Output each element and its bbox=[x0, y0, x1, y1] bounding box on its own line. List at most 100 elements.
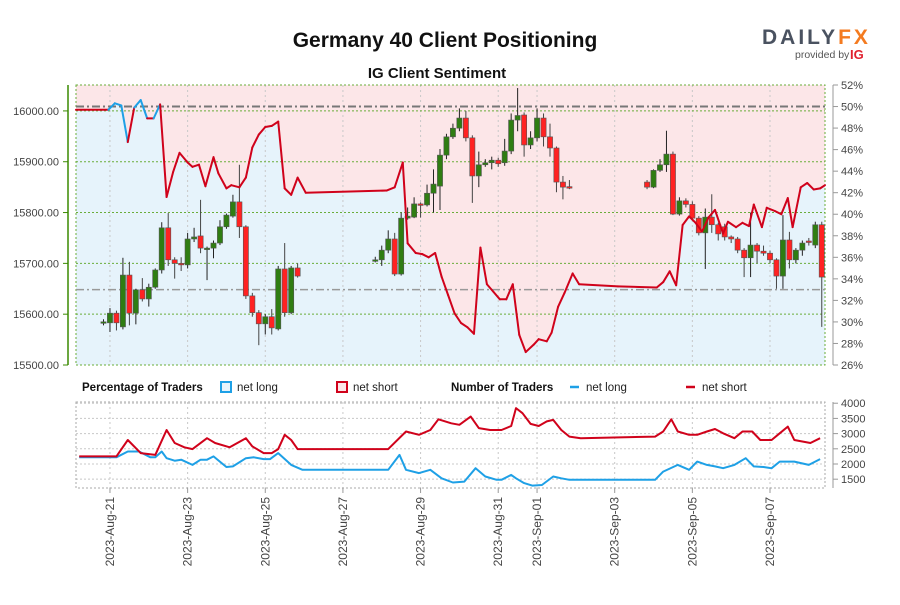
legend-pct-short-label: net short bbox=[353, 382, 399, 394]
bullish-candle bbox=[204, 246, 210, 281]
net-long-pct-segment bbox=[713, 208, 725, 235]
net-long-pct-segment bbox=[578, 283, 619, 288]
candle-body bbox=[424, 192, 430, 206]
net-long-pct-segment bbox=[550, 305, 560, 334]
candle-body bbox=[566, 186, 573, 189]
net-long-pct-segment bbox=[238, 176, 247, 189]
bullish-candle bbox=[372, 256, 379, 263]
legend-num-short-label: net short bbox=[702, 382, 748, 394]
bullish-candle bbox=[443, 133, 450, 160]
x-tick-label: 2023-Aug-31 bbox=[491, 497, 505, 567]
candle-body bbox=[676, 200, 683, 215]
bearish-candle bbox=[197, 199, 204, 254]
candle-body bbox=[462, 117, 469, 139]
candle-body bbox=[223, 214, 230, 228]
net-long-pct-segment bbox=[434, 252, 443, 278]
bearish-candle bbox=[773, 258, 780, 289]
bearish-candle bbox=[818, 221, 825, 327]
candle-body bbox=[165, 227, 172, 261]
net-long-pct-segment bbox=[401, 161, 409, 245]
bullish-candle bbox=[100, 319, 107, 326]
candle-body bbox=[767, 252, 773, 261]
net-long-pct-segment bbox=[681, 215, 691, 226]
net-long-pct-segment bbox=[655, 281, 665, 289]
bullish-candle bbox=[120, 257, 126, 330]
candle-body bbox=[178, 263, 185, 266]
bearish-candle bbox=[417, 202, 424, 218]
price-tick-label: 15900.00 bbox=[13, 157, 59, 169]
candle-body bbox=[773, 259, 780, 277]
bullish-candle bbox=[799, 240, 806, 256]
x-tick-label: 2023-Sep-01 bbox=[530, 497, 544, 567]
bearish-candle bbox=[469, 135, 476, 203]
net-long-pct-segment bbox=[212, 156, 220, 175]
bullish-candle bbox=[508, 113, 515, 155]
bearish-candle bbox=[553, 146, 560, 193]
candle-body bbox=[501, 150, 508, 164]
candle-body bbox=[754, 244, 760, 252]
candle-body bbox=[372, 259, 379, 262]
bearish-candle bbox=[178, 257, 185, 271]
net-long-pct-segment bbox=[773, 210, 783, 216]
candle-body bbox=[514, 115, 521, 121]
candle-body bbox=[495, 159, 502, 165]
net-long-area bbox=[76, 100, 825, 365]
net-long-pct-segment bbox=[479, 246, 488, 286]
candle-body bbox=[391, 238, 398, 275]
net-long-pct-segment bbox=[393, 161, 404, 189]
bullish-candle bbox=[650, 169, 657, 189]
candle-body bbox=[780, 239, 786, 277]
bullish-candle bbox=[411, 197, 418, 219]
candle-body bbox=[145, 286, 152, 300]
net-long-pct-segment bbox=[460, 322, 469, 329]
bearish-candle bbox=[760, 245, 767, 256]
candle-body bbox=[132, 289, 139, 314]
net-long-pct-segment bbox=[760, 206, 768, 229]
net-long-pct-segment bbox=[537, 338, 548, 343]
bearish-candle bbox=[268, 309, 275, 335]
x-axis: 2023-Aug-21 2023-Aug-23 2023-Aug-25 2023-Au… bbox=[103, 488, 777, 566]
net-long-pct-segment bbox=[427, 252, 437, 259]
bullish-candle bbox=[780, 215, 786, 289]
x-tick-label: 2023-Aug-29 bbox=[414, 497, 428, 567]
bullish-candle bbox=[107, 308, 113, 332]
candle-body bbox=[417, 203, 424, 206]
net-long-pct-segment bbox=[485, 283, 495, 293]
candle-body bbox=[657, 164, 663, 171]
bullish-candle bbox=[475, 151, 482, 188]
net-long-pct-segment bbox=[191, 163, 200, 168]
candle-body bbox=[792, 249, 799, 261]
dailyfx-logo: DAILYFX provided by IG bbox=[762, 26, 868, 62]
net-long-pct-segment bbox=[264, 124, 273, 128]
candle-body bbox=[217, 226, 223, 244]
x-tick-label: 2023-Sep-03 bbox=[608, 497, 622, 567]
bearish-candle bbox=[171, 257, 178, 279]
bullish-candle bbox=[657, 159, 663, 172]
net-long-pct-segment bbox=[251, 133, 260, 149]
bullish-candle bbox=[378, 245, 385, 266]
candle-body bbox=[126, 274, 133, 314]
bearish-candle bbox=[281, 243, 288, 317]
candle-body bbox=[482, 162, 489, 166]
candle-body bbox=[799, 242, 806, 251]
percent-tick-label: 30% bbox=[841, 317, 863, 329]
net-long-pct-segment bbox=[113, 102, 123, 107]
bullish-candle bbox=[450, 123, 456, 139]
net-long-pct-segment bbox=[616, 285, 658, 289]
bearish-candle bbox=[255, 310, 262, 346]
bearish-candle bbox=[236, 164, 243, 238]
legend-num-long-label: net long bbox=[586, 382, 627, 394]
net-long-pct-segment bbox=[780, 197, 789, 216]
bearish-candle bbox=[644, 180, 650, 190]
percent-tick-label: 40% bbox=[841, 209, 863, 221]
net-long-pct-segment bbox=[421, 253, 430, 259]
candle-body bbox=[553, 147, 560, 183]
candle-body bbox=[812, 224, 819, 246]
net-long-pct-segment bbox=[532, 338, 540, 346]
price-tick-label: 16000.00 bbox=[13, 106, 59, 118]
percent-tick-label: 28% bbox=[841, 338, 863, 350]
bullish-candle bbox=[152, 268, 159, 289]
net-long-pct-segment bbox=[197, 163, 207, 188]
candle-body bbox=[747, 244, 754, 259]
bearish-candle bbox=[670, 151, 676, 216]
